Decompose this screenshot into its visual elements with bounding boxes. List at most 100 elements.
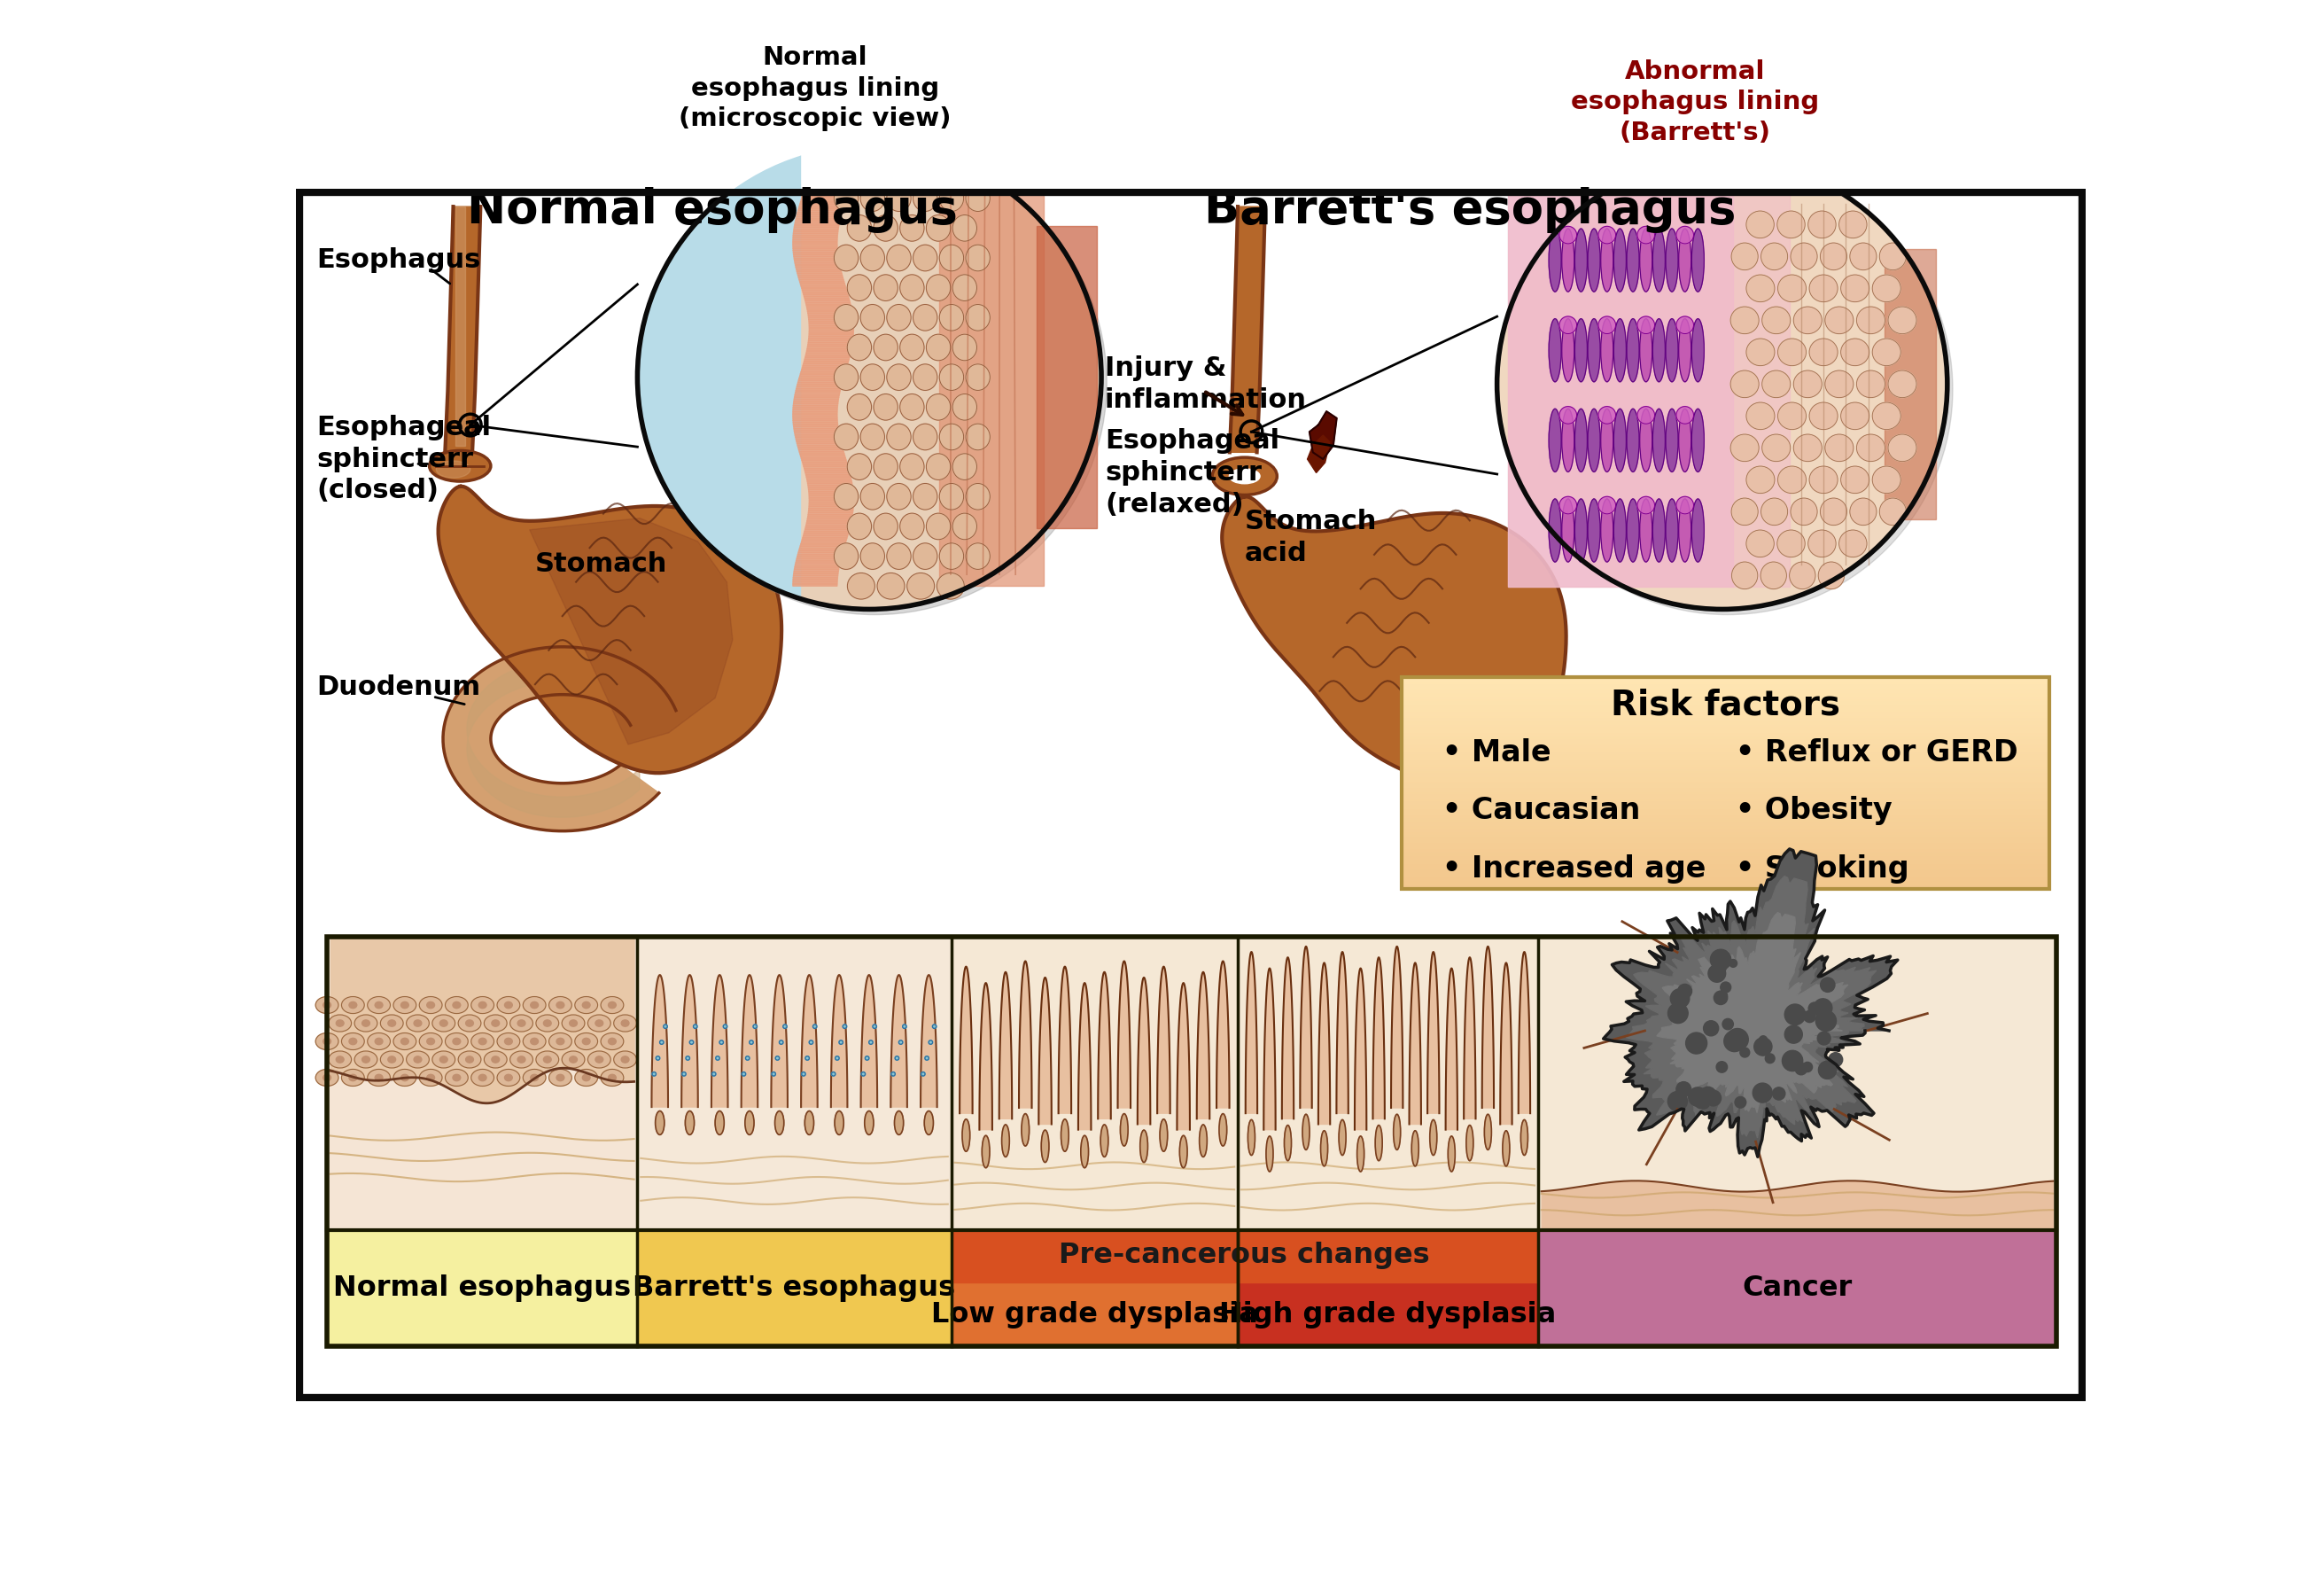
Polygon shape — [1246, 952, 1257, 1113]
Ellipse shape — [1824, 370, 1855, 398]
Ellipse shape — [388, 1020, 395, 1026]
Polygon shape — [804, 294, 848, 296]
Ellipse shape — [363, 1056, 370, 1062]
Polygon shape — [792, 420, 837, 422]
Polygon shape — [792, 408, 837, 409]
Ellipse shape — [925, 1111, 934, 1135]
Ellipse shape — [1448, 1136, 1455, 1171]
Ellipse shape — [860, 246, 885, 271]
Circle shape — [1741, 1048, 1750, 1058]
Ellipse shape — [888, 423, 911, 450]
Ellipse shape — [1778, 466, 1806, 493]
Circle shape — [1794, 1062, 1808, 1075]
Ellipse shape — [602, 1069, 623, 1086]
Ellipse shape — [472, 1069, 495, 1086]
Ellipse shape — [562, 1015, 586, 1031]
Ellipse shape — [418, 1033, 442, 1050]
Text: Esophageal
sphincterr
(closed): Esophageal sphincterr (closed) — [316, 414, 490, 504]
Ellipse shape — [874, 513, 897, 540]
Circle shape — [1638, 496, 1655, 513]
Polygon shape — [802, 290, 848, 293]
Ellipse shape — [1339, 1119, 1346, 1155]
Ellipse shape — [834, 423, 858, 450]
Ellipse shape — [437, 461, 469, 478]
Ellipse shape — [874, 216, 897, 241]
Polygon shape — [797, 445, 841, 447]
Ellipse shape — [1576, 320, 1587, 382]
Bar — [1401, 781, 2050, 784]
Ellipse shape — [381, 1015, 404, 1031]
Circle shape — [1701, 1086, 1715, 1103]
Text: Esophageal
sphincterr
(relaxed): Esophageal sphincterr (relaxed) — [1104, 428, 1281, 518]
Polygon shape — [806, 183, 851, 186]
Bar — [637, 1231, 951, 1346]
Circle shape — [1638, 316, 1655, 334]
Ellipse shape — [860, 543, 885, 570]
Ellipse shape — [939, 543, 964, 570]
Ellipse shape — [1857, 370, 1885, 398]
Polygon shape — [799, 545, 846, 546]
Polygon shape — [795, 261, 839, 263]
Ellipse shape — [1601, 409, 1613, 472]
Ellipse shape — [472, 1033, 495, 1050]
Ellipse shape — [537, 1015, 558, 1031]
Polygon shape — [795, 394, 839, 395]
Circle shape — [690, 1040, 693, 1044]
Bar — [1401, 829, 2050, 833]
Polygon shape — [802, 538, 846, 540]
Ellipse shape — [1041, 1130, 1048, 1162]
Ellipse shape — [1666, 499, 1678, 562]
Polygon shape — [802, 195, 846, 198]
Polygon shape — [804, 301, 851, 302]
Polygon shape — [792, 401, 839, 403]
Polygon shape — [802, 370, 846, 371]
Circle shape — [1678, 984, 1692, 998]
Polygon shape — [804, 299, 851, 301]
Polygon shape — [799, 551, 844, 552]
Polygon shape — [806, 523, 851, 526]
Polygon shape — [804, 464, 848, 466]
Ellipse shape — [1808, 530, 1836, 557]
Circle shape — [776, 1056, 779, 1061]
Polygon shape — [804, 466, 848, 469]
Bar — [328, 937, 2057, 1346]
Circle shape — [783, 1025, 788, 1028]
Polygon shape — [802, 365, 848, 368]
Ellipse shape — [899, 334, 925, 360]
Circle shape — [1717, 1061, 1727, 1072]
Polygon shape — [797, 441, 841, 444]
Circle shape — [711, 1072, 716, 1077]
Ellipse shape — [1778, 338, 1806, 365]
Polygon shape — [809, 326, 853, 327]
Text: Barrett's esophagus: Barrett's esophagus — [1204, 187, 1736, 233]
Ellipse shape — [583, 1075, 590, 1081]
Bar — [1401, 820, 2050, 823]
Ellipse shape — [418, 1069, 442, 1086]
Polygon shape — [797, 271, 841, 274]
Ellipse shape — [574, 996, 597, 1014]
Polygon shape — [806, 472, 851, 475]
Ellipse shape — [848, 274, 872, 301]
Ellipse shape — [927, 394, 951, 420]
Ellipse shape — [407, 1051, 430, 1067]
Ellipse shape — [686, 1111, 695, 1135]
Ellipse shape — [937, 573, 964, 600]
Bar — [1401, 771, 2050, 774]
Polygon shape — [792, 242, 837, 244]
Ellipse shape — [913, 483, 937, 510]
Polygon shape — [809, 173, 853, 175]
Text: • Increased age: • Increased age — [1443, 855, 1706, 883]
Polygon shape — [806, 349, 851, 351]
Ellipse shape — [432, 1051, 456, 1067]
Circle shape — [1727, 1028, 1748, 1050]
Bar — [1401, 776, 2050, 779]
Ellipse shape — [967, 246, 990, 271]
Ellipse shape — [834, 304, 858, 331]
Bar — [1401, 724, 2050, 726]
Circle shape — [1690, 1088, 1708, 1107]
Ellipse shape — [555, 1039, 565, 1045]
Ellipse shape — [1199, 1124, 1206, 1157]
Bar — [1401, 682, 2050, 683]
Polygon shape — [711, 974, 727, 1107]
Polygon shape — [792, 406, 837, 408]
